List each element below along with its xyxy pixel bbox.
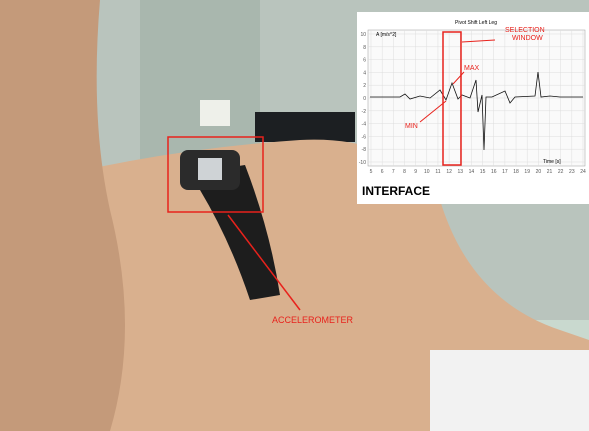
y-tick-label: -8 xyxy=(362,147,367,153)
min-label: MIN xyxy=(405,123,418,130)
y-tick-label: 6 xyxy=(363,58,366,64)
cloth xyxy=(430,350,589,431)
x-tick-label: 21 xyxy=(547,169,553,175)
x-tick-label: 17 xyxy=(502,169,508,175)
x-tick-label: 15 xyxy=(480,169,486,175)
x-tick-label: 9 xyxy=(414,169,417,175)
y-tick-label: 0 xyxy=(363,96,366,102)
x-tick-label: 8 xyxy=(403,169,406,175)
x-tick-label: 6 xyxy=(381,169,384,175)
x-tick-label: 13 xyxy=(457,169,463,175)
inset-title: Pivot Shift Left Leg xyxy=(455,20,497,26)
monitor xyxy=(255,112,355,142)
x-tick-label: 16 xyxy=(491,169,497,175)
x-tick-label: 7 xyxy=(392,169,395,175)
y-label: A [m/s^2] xyxy=(376,32,397,38)
x-tick-label: 10 xyxy=(424,169,430,175)
x-tick-label: 5 xyxy=(370,169,373,175)
y-tick-label: 2 xyxy=(363,83,366,89)
y-tick-label: -2 xyxy=(362,109,367,115)
inset-caption: INTERFACE xyxy=(362,184,430,198)
y-tick-label: 4 xyxy=(363,70,366,76)
y-tick-label: -10 xyxy=(359,160,366,166)
x-tick-label: 24 xyxy=(580,169,586,175)
screenshot: ACCELEROMETER 24232221201918171615141312… xyxy=(0,0,589,431)
x-tick-label: 14 xyxy=(469,169,475,175)
x-tick-label: 11 xyxy=(435,169,440,175)
x-tick-label: 12 xyxy=(446,169,452,175)
y-tick-label: 10 xyxy=(360,32,366,38)
x-tick-label: 20 xyxy=(536,169,542,175)
switch xyxy=(200,100,230,126)
y-tick-label: 8 xyxy=(363,45,366,51)
max-label: MAX xyxy=(464,65,480,72)
sensor-label: ACCELEROMETER xyxy=(272,315,354,325)
x-label: Time [s] xyxy=(543,159,561,165)
y-tick-label: -6 xyxy=(362,134,367,140)
x-tick-label: 22 xyxy=(558,169,564,175)
x-tick-label: 19 xyxy=(524,169,530,175)
x-tick-label: 23 xyxy=(569,169,575,175)
x-tick-label: 18 xyxy=(513,169,519,175)
sensor-face xyxy=(198,158,222,180)
y-tick-label: -4 xyxy=(362,122,367,128)
